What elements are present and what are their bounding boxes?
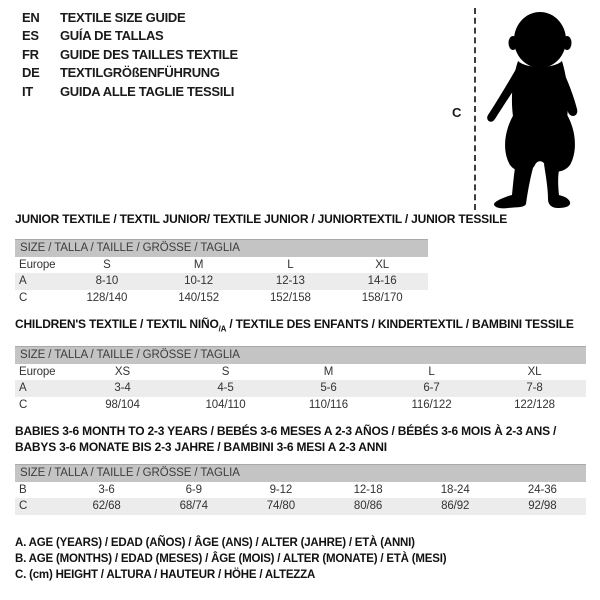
size-header-cell: SIZE / TALLA / TAILLE / GRÖSSE / TAGLIA [15, 239, 428, 257]
table-row: B 3-6 6-9 9-12 12-18 18-24 24-36 [15, 482, 586, 499]
babies-title-line2: BABYS 3-6 MONATE BIS 2-3 JAHRE / BAMBINI… [15, 440, 387, 454]
value-cell: L [287, 258, 294, 271]
value-cell: 4-5 [217, 382, 234, 395]
value-cell: 8-10 [95, 275, 119, 288]
row-label-cell: A [19, 382, 27, 395]
row-label-cell: Europe [19, 258, 56, 271]
value-cell: 10-12 [184, 275, 214, 288]
lang-label: GUÍA DE TALLAS [60, 28, 164, 44]
lang-label: GUIDE DES TAILLES TEXTILE [60, 46, 238, 62]
value-cell: 128/140 [86, 291, 128, 304]
children-size-table: SIZE / TALLA / TAILLE / GRÖSSE / TAGLIA … [15, 346, 586, 413]
table-header-row: SIZE / TALLA / TAILLE / GRÖSSE / TAGLIA [15, 464, 586, 482]
lang-code: EN [22, 10, 40, 25]
lang-label: TEXTILE SIZE GUIDE [60, 10, 186, 25]
value-cell: M [323, 365, 334, 378]
junior-section-title: JUNIOR TEXTILE / TEXTIL JUNIOR/ TEXTILE … [15, 212, 508, 226]
value-cell: 3-6 [98, 483, 115, 496]
children-title-text: / TEXTILE DES ENFANTS / KINDERTEXTIL / B… [226, 317, 574, 331]
value-cell: 5-6 [320, 382, 337, 395]
row-label-cell: A [19, 275, 27, 288]
table-row: C 62/68 68/74 74/80 80/86 86/92 92/98 [15, 498, 586, 515]
value-cell: 24-36 [527, 483, 557, 496]
baby-silhouette-icon [487, 12, 578, 209]
value-cell: L [428, 365, 435, 378]
row-label-cell: C [19, 291, 28, 304]
value-cell: 158/170 [361, 291, 403, 304]
value-cell: 68/74 [179, 500, 208, 513]
row-label-cell: Europe [19, 365, 56, 378]
table-row: C 128/140 140/152 152/158 158/170 [15, 290, 428, 307]
lang-code: FR [22, 46, 39, 62]
lang-code: DE [22, 65, 40, 81]
children-title-subscript: /A [218, 324, 227, 334]
value-cell: XL [375, 258, 390, 271]
value-cell: 122/128 [514, 398, 555, 411]
lang-label: TEXTILGRÖßENFÜHRUNG [60, 65, 220, 81]
row-label-cell: C [19, 398, 28, 411]
table-row: A 8-10 10-12 12-13 14-16 [15, 273, 428, 290]
junior-size-table: SIZE / TALLA / TAILLE / GRÖSSE / TAGLIA … [15, 239, 428, 306]
children-title-text: CHILDREN'S TEXTILE / TEXTIL NIÑO [15, 317, 219, 331]
note-height-cm: C. (cm) HEIGHT / ALTURA / HAUTEUR / HÖHE… [15, 569, 316, 582]
lang-row-en: EN TEXTILE SIZE GUIDE [22, 9, 238, 27]
value-cell: 12-18 [353, 483, 383, 496]
value-cell: 18-24 [440, 483, 470, 496]
value-cell: 80/86 [353, 500, 383, 513]
value-cell: 6-7 [423, 382, 440, 395]
value-cell: S [103, 258, 111, 271]
value-cell: 62/68 [92, 500, 121, 513]
babies-title-line1: BABIES 3-6 MONTH TO 2-3 YEARS / BEBÉS 3-… [15, 424, 557, 438]
lang-row-it: IT GUIDA ALLE TAGLIE TESSILI [22, 83, 238, 101]
legend-notes: A. AGE (YEARS) / EDAD (AÑOS) / ÂGE (ANS)… [15, 535, 447, 584]
table-row: A 3-4 4-5 5-6 6-7 7-8 [15, 380, 586, 397]
value-cell: 92/98 [528, 500, 557, 513]
value-cell: XS [114, 365, 131, 378]
size-header-cell: SIZE / TALLA / TAILLE / GRÖSSE / TAGLIA [15, 346, 586, 364]
value-cell: 140/152 [178, 291, 220, 304]
table-row: Europe S M L XL [15, 257, 428, 274]
value-cell: M [193, 258, 204, 271]
value-cell: 74/80 [266, 500, 296, 513]
value-cell: 6-9 [185, 483, 202, 496]
value-cell: 152/158 [269, 291, 311, 304]
lang-row-fr: FR GUIDE DES TAILLES TEXTILE [22, 46, 238, 64]
row-label-cell: C [19, 500, 28, 513]
language-title-block: EN TEXTILE SIZE GUIDE ES GUÍA DE TALLAS … [22, 9, 238, 101]
height-dashed-line [474, 8, 476, 210]
value-cell: 110/116 [308, 398, 349, 411]
value-cell: 14-16 [367, 275, 397, 288]
row-label-cell: B [19, 483, 27, 496]
table-header-row: SIZE / TALLA / TAILLE / GRÖSSE / TAGLIA [15, 239, 428, 257]
value-cell: 12-13 [275, 275, 305, 288]
value-cell: S [221, 365, 230, 378]
babies-section-title: BABIES 3-6 MONTH TO 2-3 YEARS / BEBÉS 3-… [15, 423, 556, 455]
table-row: Europe XS S M L XL [15, 364, 586, 381]
lang-row-es: ES GUÍA DE TALLAS [22, 27, 238, 45]
lang-code: ES [22, 28, 39, 44]
lang-code: IT [22, 83, 33, 99]
value-cell: 116/122 [411, 398, 452, 411]
measurement-label-c: C [452, 105, 462, 120]
value-cell: 98/104 [105, 398, 140, 411]
value-cell: 104/110 [205, 398, 246, 411]
value-cell: XL [527, 365, 542, 378]
babies-size-table: SIZE / TALLA / TAILLE / GRÖSSE / TAGLIA … [15, 464, 586, 515]
value-cell: 7-8 [526, 382, 543, 395]
table-header-row: SIZE / TALLA / TAILLE / GRÖSSE / TAGLIA [15, 346, 586, 364]
size-header-cell: SIZE / TALLA / TAILLE / GRÖSSE / TAGLIA [15, 464, 586, 482]
note-age-months: B. AGE (MONTHS) / EDAD (MESES) / ÂGE (MO… [15, 553, 447, 566]
lang-row-de: DE TEXTILGRÖßENFÜHRUNG [22, 64, 238, 82]
note-age-years: A. AGE (YEARS) / EDAD (AÑOS) / ÂGE (ANS)… [15, 537, 415, 549]
value-cell: 3-4 [114, 382, 131, 395]
lang-label: GUIDA ALLE TAGLIE TESSILI [60, 83, 235, 99]
value-cell: 86/92 [441, 500, 470, 513]
children-section-title: CHILDREN'S TEXTILE / TEXTIL NIÑO/A / TEX… [15, 317, 574, 333]
table-row: C 98/104 104/110 110/116 116/122 122/128 [15, 397, 586, 414]
value-cell: 9-12 [269, 483, 293, 496]
